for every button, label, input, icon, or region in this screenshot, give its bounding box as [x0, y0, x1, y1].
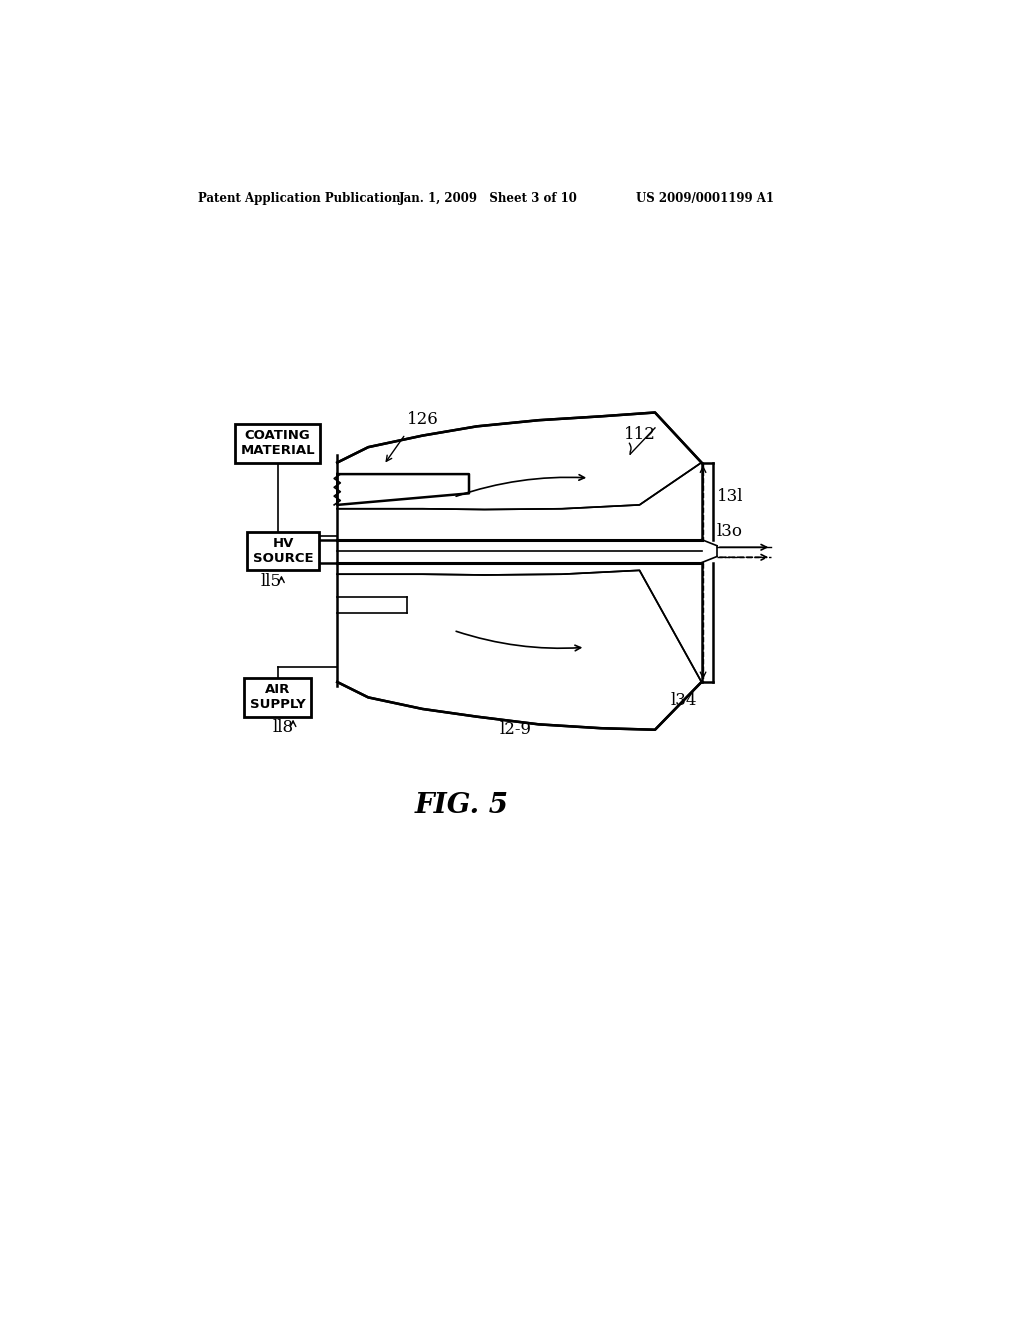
- Text: FIG. 5: FIG. 5: [415, 792, 508, 818]
- Text: l34: l34: [671, 692, 697, 709]
- Text: 13l: 13l: [717, 488, 743, 506]
- Text: 126: 126: [407, 411, 438, 428]
- Text: l2-9: l2-9: [500, 721, 531, 738]
- Text: 112: 112: [624, 426, 656, 444]
- Text: l3o: l3o: [717, 523, 743, 540]
- Text: US 2009/0001199 A1: US 2009/0001199 A1: [636, 191, 773, 205]
- Text: AIR
SUPPLY: AIR SUPPLY: [250, 684, 305, 711]
- Text: Jan. 1, 2009   Sheet 3 of 10: Jan. 1, 2009 Sheet 3 of 10: [399, 191, 579, 205]
- Polygon shape: [337, 412, 701, 510]
- Text: ll8: ll8: [272, 719, 294, 737]
- Text: COATING
MATERIAL: COATING MATERIAL: [241, 429, 315, 457]
- Text: ll5: ll5: [261, 573, 282, 590]
- Text: Patent Application Publication: Patent Application Publication: [198, 191, 400, 205]
- Text: HV
SOURCE: HV SOURCE: [253, 537, 313, 565]
- Polygon shape: [337, 570, 701, 730]
- Polygon shape: [337, 474, 469, 506]
